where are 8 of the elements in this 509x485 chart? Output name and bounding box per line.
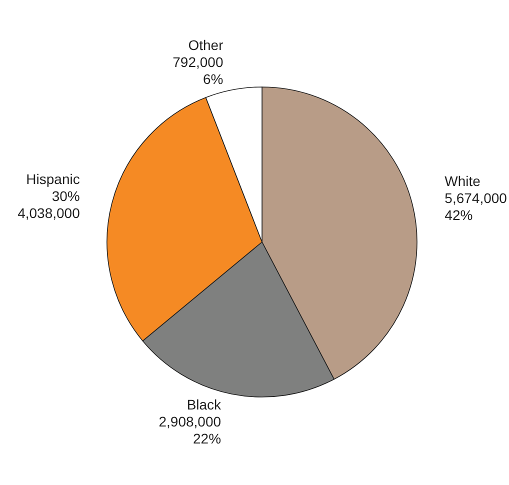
slice-label: Black <box>186 396 222 412</box>
data-label: 30% 4,038,000 <box>18 188 80 222</box>
slice-label: White <box>444 173 481 190</box>
data-label: 792,000 6% <box>172 54 224 88</box>
data-label: 5,674,000 42% <box>444 190 508 224</box>
slice-label: Other <box>188 37 224 54</box>
data-label: 2,908,000 22% <box>158 413 222 446</box>
slice-label: Hispanic <box>26 171 80 188</box>
